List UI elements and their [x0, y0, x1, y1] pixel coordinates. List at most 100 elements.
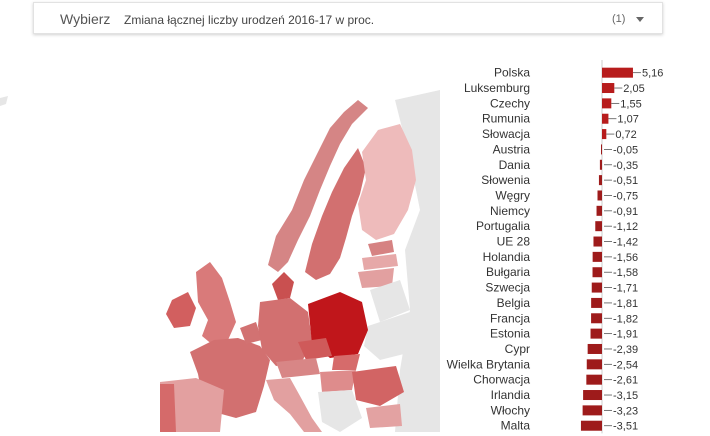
value-bar[interactable] [582, 405, 602, 416]
value-bar[interactable] [592, 251, 602, 262]
value-label: -1,91 [613, 329, 638, 341]
country-label: Szwecja [485, 281, 530, 295]
chart-row[interactable]: Słowenia -0,51 [481, 173, 638, 187]
chart-row[interactable]: Malta -3,51 [501, 419, 638, 433]
chart-row[interactable]: Luksemburg 2,05 [464, 81, 645, 95]
value-bar[interactable] [602, 67, 633, 78]
value-label: -2,54 [613, 359, 638, 371]
value-bar[interactable] [591, 313, 602, 324]
value-bar[interactable] [596, 205, 602, 216]
country-label: Polska [494, 66, 530, 80]
map-country-sweden[interactable] [305, 148, 366, 280]
value-bar[interactable] [593, 236, 602, 247]
map-country-romania[interactable] [352, 366, 404, 406]
value-label: -3,15 [613, 390, 638, 402]
country-label: Portugalia [476, 219, 530, 233]
country-label: Włochy [491, 403, 530, 417]
map-country-austria[interactable] [276, 358, 320, 378]
country-label: UE 28 [497, 235, 531, 249]
map-country-benelux[interactable] [240, 322, 262, 344]
chart-row[interactable]: Węgry -0,75 [495, 188, 638, 202]
value-label: -1,58 [613, 267, 638, 279]
value-label: -0,05 [613, 144, 638, 156]
map-country-denmark[interactable] [272, 272, 294, 300]
chart-row[interactable]: Wielka Brytania -2,54 [447, 357, 638, 371]
chart-row[interactable]: Estonia -1,91 [490, 327, 638, 341]
chart-row[interactable]: Portugalia -1,12 [476, 219, 638, 233]
chart-row[interactable]: Bułgaria -1,58 [486, 265, 638, 279]
map-country-finland[interactable] [358, 124, 416, 240]
country-label: Chorwacja [473, 373, 530, 387]
value-label: -1,42 [613, 237, 638, 249]
map-country-slovakia[interactable] [332, 354, 360, 370]
map-country-lithuania[interactable] [358, 268, 394, 288]
value-bar[interactable] [586, 374, 602, 385]
chart-row[interactable]: Czechy 1,55 [490, 96, 642, 110]
value-bar[interactable] [583, 390, 602, 401]
value-bar[interactable] [602, 113, 609, 124]
map-country-hungary[interactable] [320, 370, 356, 392]
chart-row[interactable]: Chorwacja -2,61 [473, 373, 638, 387]
map-region-balkans[interactable] [318, 390, 362, 432]
value-bar[interactable] [597, 190, 603, 201]
value-bar[interactable] [602, 83, 615, 94]
chart-row[interactable]: Polska 5,16 [494, 66, 663, 80]
value-bar[interactable] [592, 267, 602, 278]
value-label: -3,23 [613, 405, 638, 417]
country-label: Wielka Brytania [447, 357, 531, 371]
chart-row[interactable]: Francja -1,82 [490, 311, 638, 325]
chart-row[interactable]: Austria -0,05 [493, 142, 638, 156]
map-country-spain[interactable] [160, 378, 224, 432]
map-country-uk[interactable] [196, 262, 236, 346]
chart-row[interactable]: Niemcy -0,91 [490, 204, 638, 218]
indicator-dropdown[interactable]: Wybierz Zmiana łącznej liczby urodzeń 20… [33, 2, 663, 34]
value-bar[interactable] [598, 175, 602, 186]
map-country-norway[interactable] [268, 100, 368, 272]
chart-row[interactable]: Holandia -1,56 [483, 250, 638, 264]
chart-row[interactable]: Dania -0,35 [499, 158, 638, 172]
map-country-portugal[interactable] [160, 384, 176, 432]
chart-row[interactable]: Włochy -3,23 [491, 403, 638, 417]
chart-row[interactable]: Rumunia 1,07 [482, 112, 639, 126]
value-label: -1,71 [613, 283, 638, 295]
value-label: -0,51 [613, 175, 638, 187]
value-bar[interactable] [591, 282, 602, 293]
value-bar[interactable] [602, 129, 607, 140]
country-label: Malta [501, 419, 531, 433]
value-bar[interactable] [586, 359, 602, 370]
map-country-italy[interactable] [266, 378, 322, 432]
value-bar[interactable] [599, 159, 602, 170]
map-country-belarus[interactable] [370, 280, 410, 322]
chart-row[interactable]: Cypr -2,39 [505, 342, 638, 356]
country-label: Holandia [483, 250, 531, 264]
map-country-czechia[interactable] [298, 338, 332, 360]
map-country-germany[interactable] [258, 298, 312, 366]
dropdown-caret-icon[interactable] [636, 17, 644, 22]
map-country-latvia[interactable] [362, 254, 398, 270]
chart-row[interactable]: Słowacja 0,72 [482, 127, 637, 141]
map-region-north-edge [0, 96, 8, 106]
country-label: Belgia [497, 296, 531, 310]
value-bar[interactable] [602, 98, 612, 109]
map-country-ireland[interactable] [166, 292, 196, 328]
country-label: Dania [499, 158, 531, 172]
value-bar[interactable] [595, 221, 602, 232]
selection-count: (1) [612, 13, 626, 25]
map-country-ukraine[interactable] [364, 312, 420, 360]
map-country-bulgaria[interactable] [366, 404, 402, 428]
value-label: -1,81 [613, 298, 638, 310]
chart-row[interactable]: Szwecja -1,71 [485, 281, 638, 295]
chart-row[interactable]: Irlandia -3,15 [491, 388, 638, 402]
value-label: -0,91 [613, 206, 638, 218]
chart-row[interactable]: UE 28 -1,42 [497, 235, 638, 249]
value-bar[interactable] [587, 343, 602, 354]
value-bar[interactable] [601, 144, 602, 155]
value-bar[interactable] [591, 297, 602, 308]
value-bar[interactable] [590, 328, 602, 339]
value-bar[interactable] [580, 420, 602, 431]
value-label: 5,16 [642, 68, 663, 80]
value-label: -1,12 [613, 221, 638, 233]
chart-row[interactable]: Belgia -1,81 [497, 296, 638, 310]
chart-rows: Polska 5,16 Luksemburg 2,05 Czechy 1,55 Rumuni… [447, 66, 664, 433]
map-country-estonia[interactable] [368, 240, 394, 256]
